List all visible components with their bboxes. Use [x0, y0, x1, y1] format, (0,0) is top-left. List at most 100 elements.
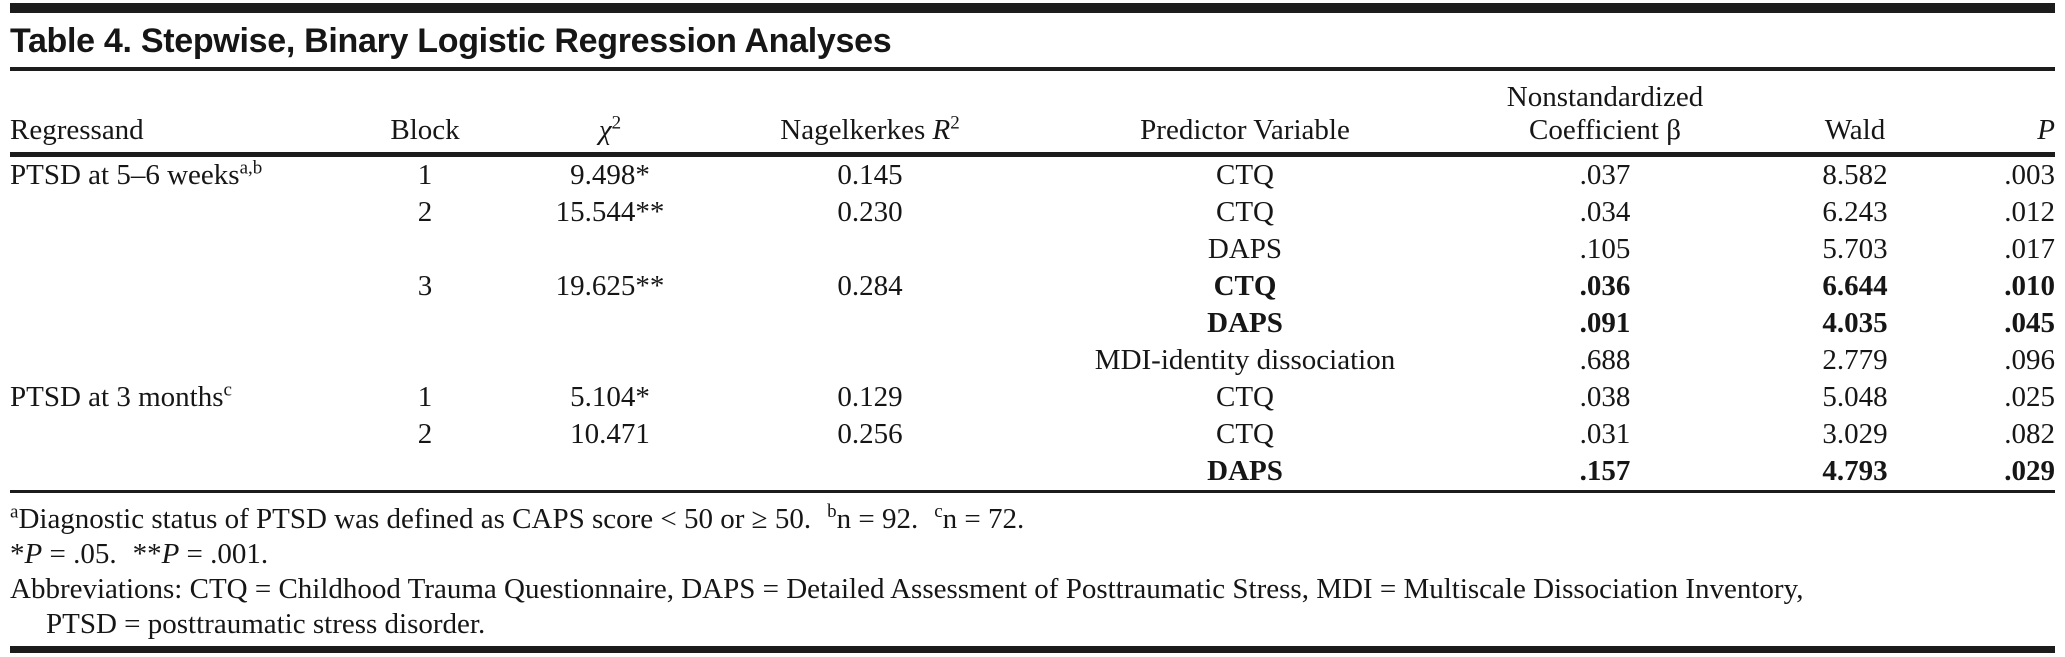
cell-p: .010: [2004, 270, 2055, 302]
col-header-predictor-label: Predictor Variable: [1140, 114, 1350, 146]
header-row: Regressand Block χ 2 Nagelkerkes R2 Predi…: [10, 75, 2055, 157]
table-row: 2 15.544** 0.230 CTQ .034 6.243 .012: [10, 194, 2055, 231]
p-symbol: P: [24, 538, 43, 570]
cell-wald: 3.029: [1822, 418, 1888, 450]
cell-block: 2: [417, 196, 433, 228]
cell-r2: 0.145: [837, 159, 903, 191]
cell-p: .012: [2004, 196, 2055, 228]
col-header-coefficient-line1: Nonstandardized: [1506, 81, 1704, 113]
cell-chi2: [490, 342, 730, 379]
footnote-abbreviations-line1: Abbreviations: CTQ = Childhood Trauma Qu…: [10, 573, 1804, 605]
cell-predictor: DAPS: [1207, 233, 1283, 265]
cell-regressand: [10, 342, 360, 379]
cell-regressand: [10, 194, 360, 231]
cell-wald: 4.035: [1822, 307, 1888, 339]
cell-predictor: MDI-identity dissociation: [1094, 344, 1396, 376]
cell-r2: [730, 231, 1010, 268]
r-exponent: 2: [950, 112, 960, 134]
cell-regressand: [10, 416, 360, 453]
cell-predictor: CTQ: [1216, 418, 1274, 450]
table-header: Regressand Block χ 2 Nagelkerkes R2 Predi…: [10, 75, 2055, 157]
cell-chi2: 9.498*: [570, 159, 650, 191]
cell-coeff: .034: [1579, 196, 1631, 228]
cell-predictor: DAPS: [1207, 307, 1283, 339]
footnote-marker-a: a: [10, 501, 19, 523]
footnote-abbreviations-line2: PTSD = posttraumatic stress disorder.: [46, 608, 486, 640]
cell-r2: 0.129: [837, 381, 903, 413]
cell-r2: 0.284: [837, 270, 903, 302]
cell-wald: 5.703: [1822, 233, 1888, 265]
cell-coeff: .036: [1579, 270, 1631, 302]
col-header-coefficient: Nonstandardized Coefficient β: [1480, 75, 1730, 157]
cell-coeff: .037: [1579, 159, 1631, 191]
table-row: DAPS .091 4.035 .045: [10, 305, 2055, 342]
significance-value-single: = .05.: [42, 538, 117, 570]
col-header-regressand: Regressand: [10, 75, 360, 157]
cell-wald: 5.048: [1822, 381, 1888, 413]
col-header-predictor: Predictor Variable: [1010, 75, 1480, 157]
footnote-significance: *P = .05. **P = .001.: [10, 537, 2055, 572]
footnote-text-c: n = 72.: [942, 503, 1025, 535]
cell-block: [360, 231, 490, 268]
regressand-text: PTSD at 3 months: [10, 381, 224, 413]
significance-value-double: = .001.: [179, 538, 269, 570]
cell-wald: 6.644: [1822, 270, 1888, 302]
bottom-rule-bar: [10, 646, 2055, 653]
col-header-block-label: Block: [390, 114, 460, 146]
cell-predictor: CTQ: [1213, 270, 1277, 302]
cell-predictor: CTQ: [1216, 381, 1274, 413]
cell-p: .025: [2004, 381, 2055, 413]
table-row: DAPS .157 4.793 .029: [10, 453, 2055, 492]
cell-block: 3: [417, 270, 433, 302]
cell-regressand: PTSD at 5–6 weeksa,b: [10, 155, 360, 195]
cell-wald: 8.582: [1822, 159, 1888, 191]
cell-r2: [730, 305, 1010, 342]
cell-p: .017: [2004, 233, 2055, 265]
regression-table: Regressand Block χ 2 Nagelkerkes R2 Predi…: [10, 75, 2055, 493]
cell-predictor: CTQ: [1216, 196, 1274, 228]
cell-chi2: 15.544**: [555, 196, 665, 228]
cell-block: [360, 453, 490, 492]
cell-regressand: [10, 231, 360, 268]
cell-p: .082: [2004, 418, 2055, 450]
footnote-marker-c: c: [934, 501, 943, 523]
cell-block: 1: [417, 159, 433, 191]
col-header-p: P: [1980, 75, 2055, 157]
footnote-diagnostic: aDiagnostic status of PTSD was defined a…: [10, 502, 2055, 537]
cell-block: 1: [417, 381, 433, 413]
p-symbol: P: [161, 538, 180, 570]
table-body: PTSD at 5–6 weeksa,b 1 9.498* 0.145 CTQ …: [10, 155, 2055, 492]
cell-chi2: 19.625**: [555, 270, 665, 302]
cell-r2: [730, 453, 1010, 492]
regressand-footnote-marker: a,b: [239, 157, 263, 179]
top-rule-bar: [10, 3, 2055, 13]
col-header-block: Block: [360, 75, 490, 157]
cell-regressand: [10, 268, 360, 305]
cell-chi2: 10.471: [570, 418, 650, 450]
table-title: Table 4. Stepwise, Binary Logistic Regre…: [10, 22, 892, 60]
col-header-p-label: P: [2037, 114, 2055, 146]
cell-r2: 0.256: [837, 418, 903, 450]
table-row: MDI-identity dissociation .688 2.779 .09…: [10, 342, 2055, 379]
col-header-coefficient-line2: Coefficient β: [1529, 114, 1681, 146]
cell-p: .003: [2004, 159, 2055, 191]
cell-r2: [730, 342, 1010, 379]
cell-coeff: .105: [1579, 233, 1631, 265]
cell-coeff: .031: [1579, 418, 1631, 450]
footnote-marker-b: b: [827, 501, 837, 523]
col-header-regressand-label: Regressand: [10, 114, 144, 146]
table-row: 3 19.625** 0.284 CTQ .036 6.644 .010: [10, 268, 2055, 305]
footnotes: aDiagnostic status of PTSD was defined a…: [10, 502, 2055, 642]
r-symbol: R: [932, 114, 951, 146]
title-rule: [10, 67, 2055, 71]
cell-chi2: 5.104*: [570, 381, 650, 413]
cell-p: .096: [2004, 344, 2055, 376]
cell-block: 2: [417, 418, 433, 450]
col-header-nagelkerke-r2: Nagelkerkes R2: [730, 75, 1010, 157]
table-row: PTSD at 3 monthsc 1 5.104* 0.129 CTQ .03…: [10, 379, 2055, 416]
col-header-wald: Wald: [1730, 75, 1980, 157]
regressand-text: PTSD at 5–6 weeks: [10, 159, 240, 191]
cell-block: [360, 305, 490, 342]
chi-symbol: χ: [598, 114, 612, 146]
